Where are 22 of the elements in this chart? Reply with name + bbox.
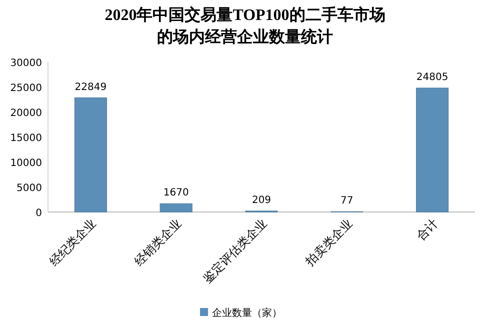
y-tick-label: 25000 (10, 83, 42, 94)
legend-label: 企业数量（家） (212, 307, 282, 319)
data-label: 209 (252, 194, 272, 206)
data-label: 1670 (163, 188, 189, 199)
y-tick-label: 5000 (16, 183, 42, 194)
x-tick-label: 经销类企业 (132, 216, 184, 269)
bar (74, 98, 107, 212)
y-tick-label: 20000 (10, 108, 42, 119)
chart-title: 2020年中国交易量TOP100的二手车市场的场内经营企业数量统计 (104, 5, 386, 46)
data-label: 22849 (74, 82, 107, 93)
bar (416, 88, 449, 212)
data-label: 24805 (416, 72, 448, 83)
x-tick-label: 鉴定评估类企业 (200, 216, 270, 286)
x-tick-label: 拍卖类企业 (302, 216, 356, 270)
y-tick-label: 30000 (10, 58, 42, 69)
x-tick-label: 经纪类企业 (46, 216, 99, 269)
data-label: 77 (340, 196, 354, 207)
y-tick-label: 10000 (10, 158, 42, 169)
x-tick-label: 合计 (414, 216, 440, 244)
bar (160, 203, 192, 212)
y-tick-label: 15000 (10, 133, 42, 144)
y-tick-label: 0 (36, 208, 42, 219)
